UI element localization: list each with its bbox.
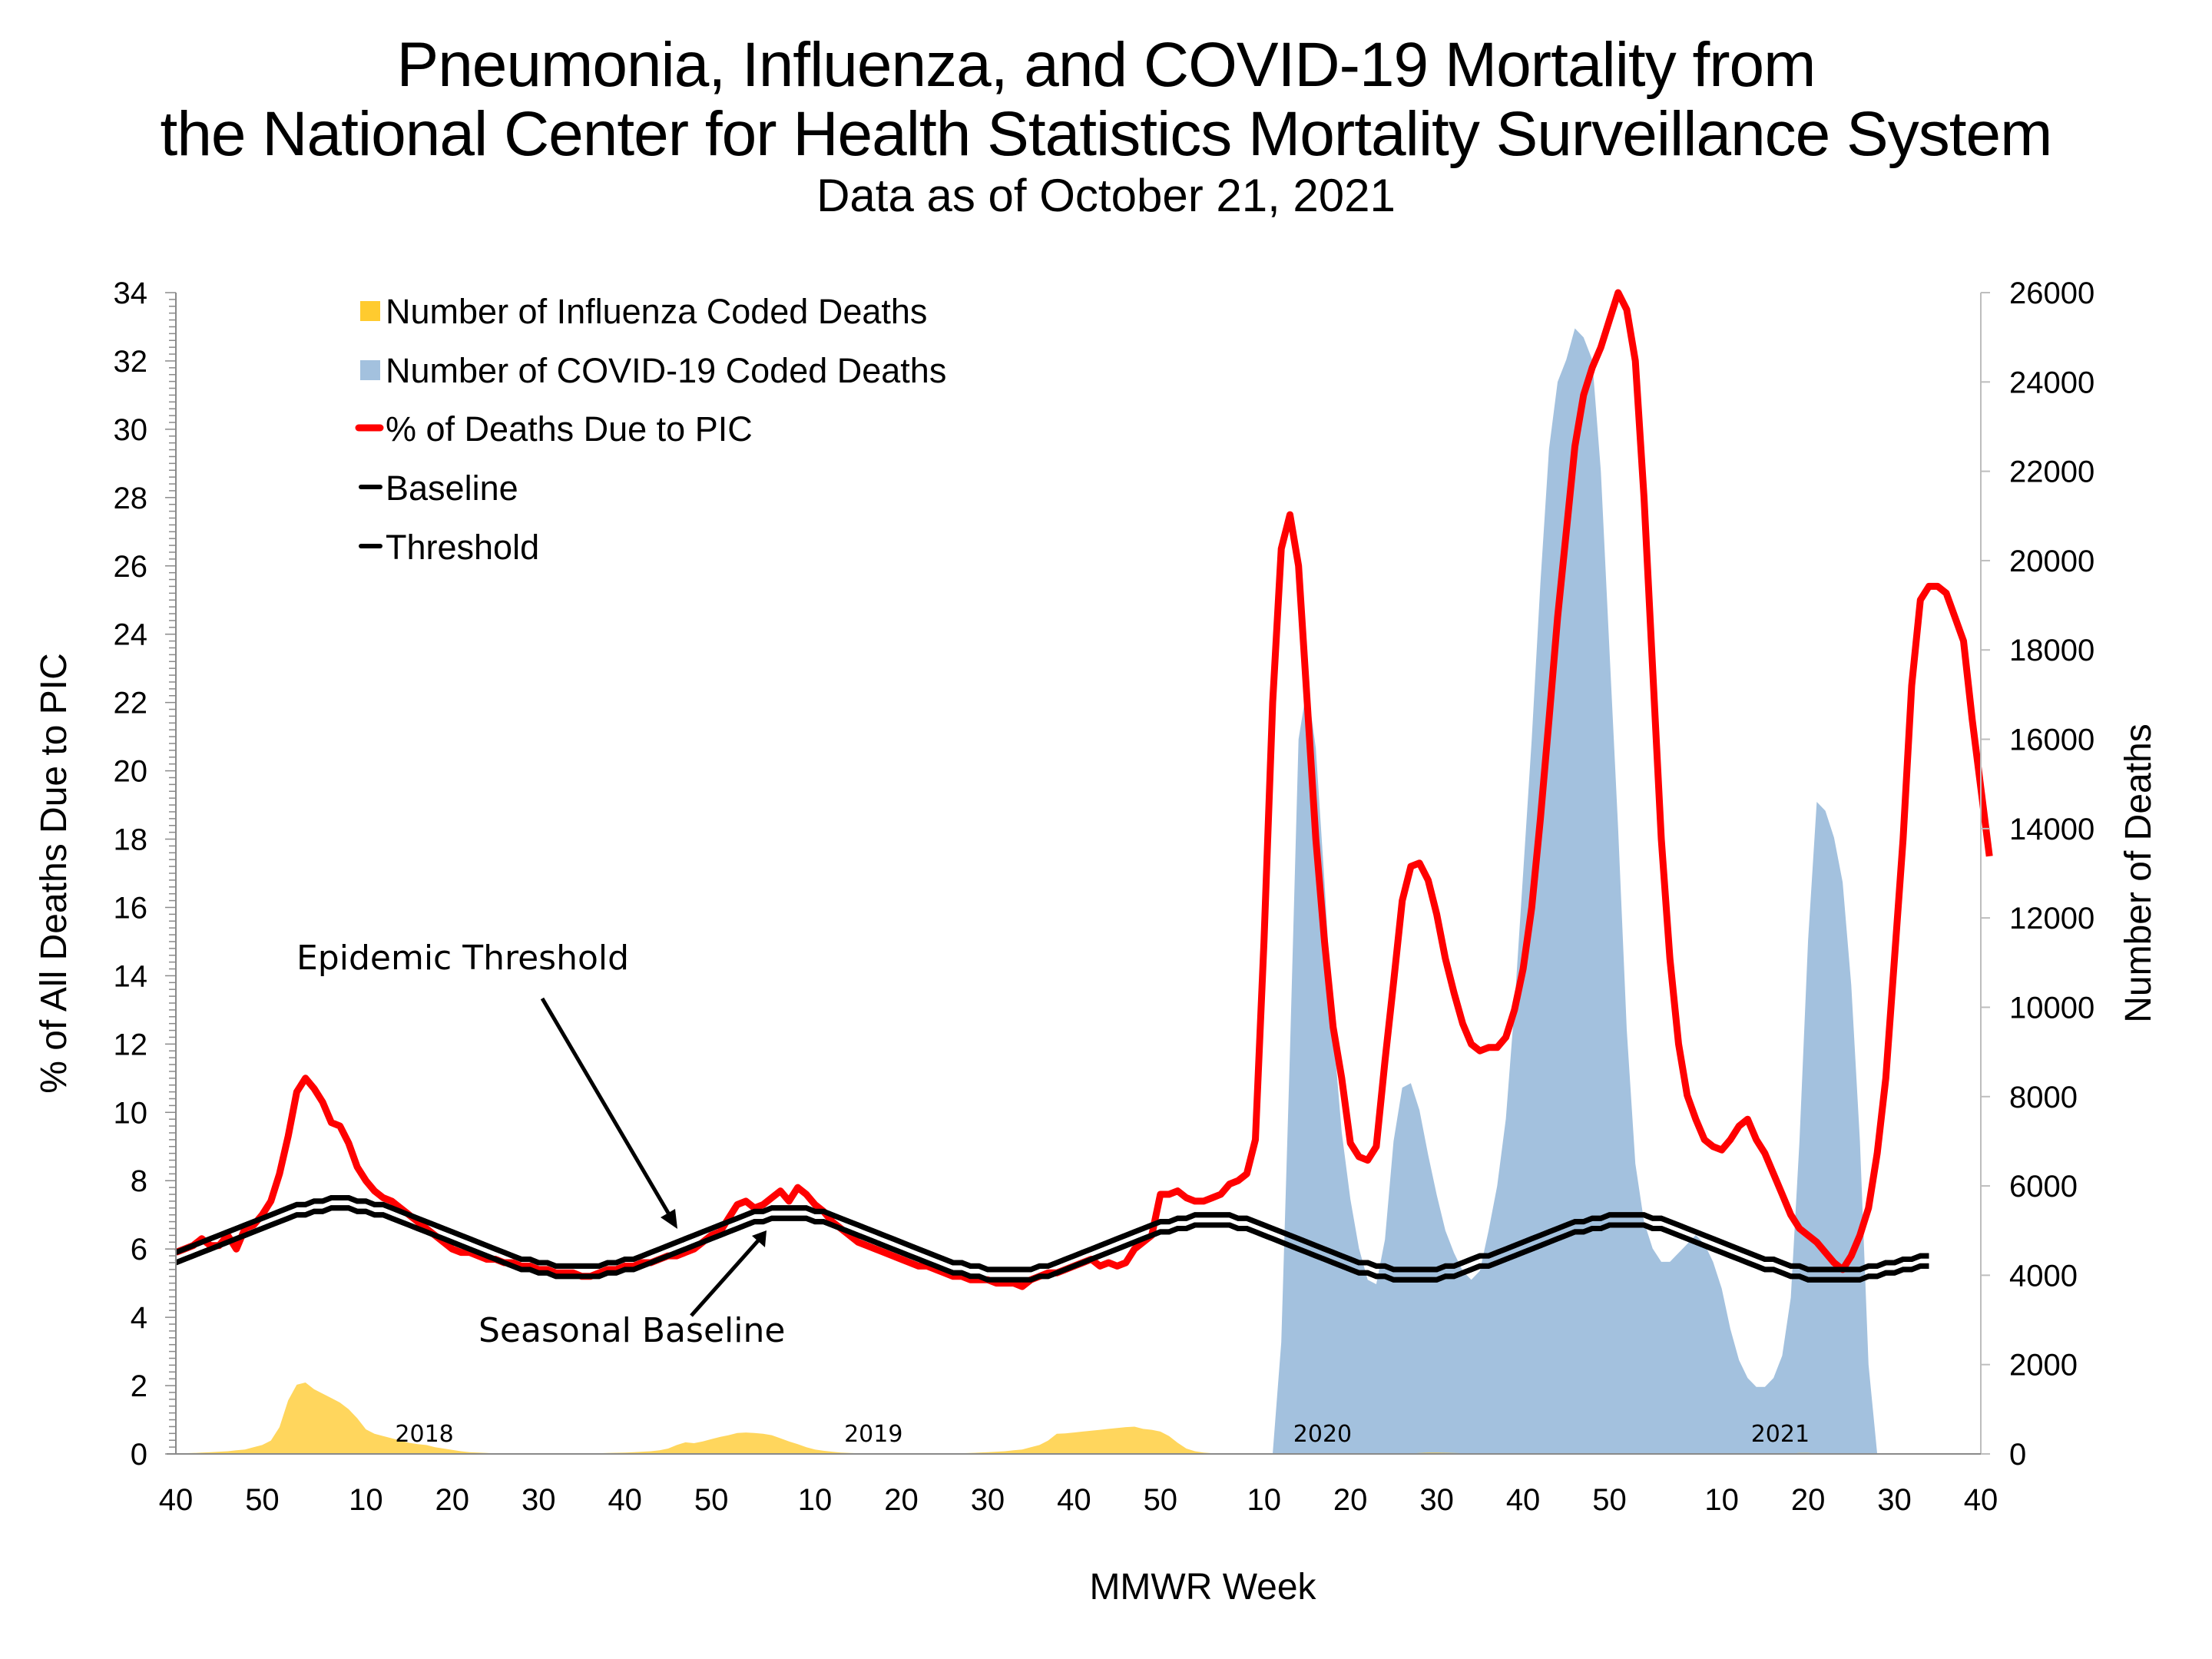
chart-title-line-2: the National Center for Health Statistic… — [160, 99, 2053, 169]
legend-covid-label: Number of COVID-19 Coded Deaths — [386, 351, 946, 390]
tick-label-layer: 0246810121416182022242628303234020004000… — [114, 276, 2095, 1517]
right-tick-label: 18000 — [2009, 634, 2094, 667]
baseline-line-overlay — [174, 1205, 1929, 1283]
left-tick-label: 20 — [114, 755, 148, 789]
seasonal-baseline-arrow — [690, 1237, 762, 1317]
left-tick-label: 34 — [114, 276, 148, 310]
legend-pic-label: % of Deaths Due to PIC — [386, 409, 753, 449]
legend-baseline-label: Baseline — [386, 469, 518, 508]
right-tick-label: 0 — [2009, 1438, 2026, 1472]
x-tick-label: 30 — [1419, 1483, 1454, 1517]
right-tick-label: 22000 — [2009, 455, 2094, 489]
right-tick-label: 14000 — [2009, 813, 2094, 846]
right-tick-label: 6000 — [2009, 1170, 2078, 1204]
chart-title-line-1: Pneumonia, Influenza, and COVID-19 Morta… — [396, 30, 1816, 100]
x-tick-label: 30 — [971, 1483, 1005, 1517]
legend: Number of Influenza Coded Deaths Number … — [355, 292, 946, 567]
year-label: 2020 — [1293, 1421, 1352, 1448]
left-y-axis-title: % of All Deaths Due to PIC — [34, 653, 75, 1094]
x-tick-label: 40 — [1964, 1483, 1998, 1517]
x-tick-label: 30 — [522, 1483, 556, 1517]
epidemic-threshold-arrow — [540, 997, 674, 1220]
left-tick-label: 10 — [114, 1096, 148, 1130]
right-tick-label: 8000 — [2009, 1081, 2078, 1114]
x-tick-label: 40 — [1057, 1483, 1091, 1517]
line-layer — [174, 289, 1993, 1290]
right-tick-label: 26000 — [2009, 276, 2094, 310]
x-tick-label: 50 — [245, 1483, 280, 1517]
right-tick-label: 16000 — [2009, 724, 2094, 757]
x-tick-label: 20 — [435, 1483, 470, 1517]
left-tick-label: 18 — [114, 823, 148, 857]
left-tick-label: 8 — [131, 1164, 147, 1198]
covid-deaths-area — [176, 328, 1972, 1454]
legend-covid-swatch — [360, 360, 380, 380]
left-tick-label: 4 — [131, 1301, 147, 1335]
threshold-line — [174, 1195, 1929, 1273]
x-axis-title: MMWR Week — [1089, 1567, 1316, 1608]
x-tick-label: 10 — [349, 1483, 383, 1517]
right-tick-label: 12000 — [2009, 902, 2094, 935]
epidemic-threshold-annotation: Epidemic Threshold — [296, 939, 629, 978]
axes-layer — [165, 292, 1990, 1455]
left-tick-label: 0 — [131, 1438, 147, 1472]
right-tick-label: 24000 — [2009, 366, 2094, 399]
x-tick-label: 20 — [1333, 1483, 1368, 1517]
right-tick-label: 10000 — [2009, 991, 2094, 1025]
influenza-deaths-area — [176, 1382, 1834, 1454]
year-label: 2021 — [1751, 1421, 1810, 1448]
threshold-line-overlay — [174, 1195, 1929, 1273]
left-tick-label: 14 — [114, 959, 148, 993]
left-tick-label: 26 — [114, 550, 148, 584]
x-tick-label: 10 — [798, 1483, 833, 1517]
legend-threshold-label: Threshold — [386, 528, 539, 567]
x-tick-label: 30 — [1877, 1483, 1912, 1517]
right-tick-label: 20000 — [2009, 545, 2094, 578]
right-tick-label: 2000 — [2009, 1349, 2078, 1382]
left-tick-label: 32 — [114, 345, 148, 379]
year-label: 2019 — [844, 1421, 902, 1448]
left-tick-label: 2 — [131, 1369, 147, 1403]
x-tick-label: 10 — [1247, 1483, 1281, 1517]
legend-influenza-label: Number of Influenza Coded Deaths — [386, 292, 927, 331]
left-tick-label: 16 — [114, 891, 148, 925]
left-tick-label: 30 — [114, 413, 148, 447]
left-tick-label: 6 — [131, 1233, 147, 1267]
left-tick-label: 28 — [114, 482, 148, 515]
left-tick-label: 12 — [114, 1028, 148, 1061]
x-tick-label: 50 — [1592, 1483, 1627, 1517]
seasonal-baseline-annotation: Seasonal Baseline — [478, 1311, 785, 1350]
right-y-axis-title: Number of Deaths — [2118, 724, 2159, 1023]
left-tick-label: 24 — [114, 618, 148, 652]
legend-influenza-swatch — [360, 301, 380, 321]
year-label: 2018 — [395, 1421, 453, 1448]
x-tick-label: 50 — [1144, 1483, 1178, 1517]
epidemic-threshold-arrowhead — [661, 1209, 677, 1229]
x-tick-label: 40 — [1506, 1483, 1541, 1517]
x-tick-label: 50 — [694, 1483, 729, 1517]
x-tick-label: 40 — [159, 1483, 194, 1517]
left-tick-label: 22 — [114, 687, 148, 720]
area-layer — [176, 328, 1972, 1454]
chart-subtitle: Data as of October 21, 2021 — [816, 170, 1396, 221]
right-tick-label: 4000 — [2009, 1259, 2078, 1293]
seasonal-baseline-arrowhead — [752, 1230, 767, 1247]
annotations: Epidemic Threshold Seasonal Baseline — [296, 939, 785, 1350]
x-tick-label: 10 — [1704, 1483, 1739, 1517]
x-tick-label: 40 — [608, 1483, 642, 1517]
x-tick-label: 20 — [884, 1483, 919, 1517]
x-tick-label: 20 — [1791, 1483, 1826, 1517]
